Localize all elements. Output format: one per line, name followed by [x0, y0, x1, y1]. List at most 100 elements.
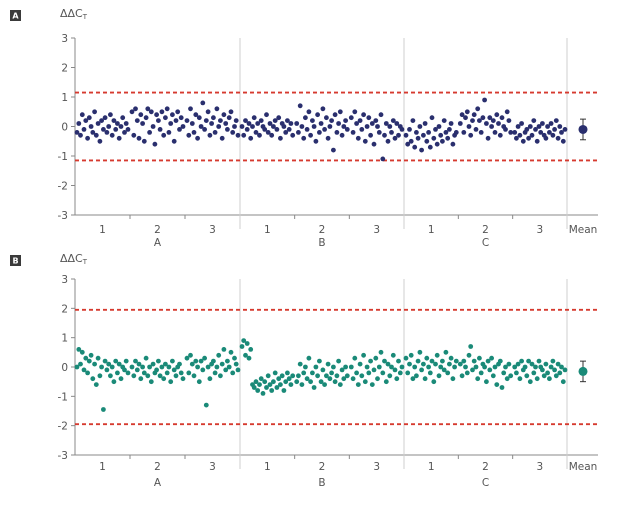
data-point [422, 121, 428, 126]
data-point [203, 118, 209, 123]
data-point [341, 124, 347, 129]
panel-b: B ΔΔCT -3 -2 -1 0 1 2 3 1 2 3 A 1 2 3 B 1 2 3 C Mean [10, 252, 598, 489]
data-point [133, 358, 138, 364]
data-point [235, 367, 241, 373]
data-point [166, 364, 172, 370]
data-point [389, 364, 394, 370]
data-point [223, 121, 229, 126]
data-point [450, 141, 456, 147]
data-point [243, 352, 248, 358]
data-point [484, 121, 489, 126]
data-point [281, 124, 287, 129]
data-point [331, 364, 336, 370]
data-point [471, 112, 477, 118]
data-point [189, 121, 195, 126]
y-tick-label: 0 [61, 362, 68, 374]
data-point [392, 367, 398, 373]
data-point [503, 364, 508, 370]
data-point [168, 121, 174, 126]
data-point [286, 126, 292, 132]
data-point [468, 344, 474, 349]
data-point [191, 130, 197, 135]
data-point [253, 379, 259, 385]
data-point [193, 112, 199, 118]
data-point [339, 132, 345, 138]
subgroup-label: 2 [154, 224, 161, 236]
data-point [487, 115, 493, 121]
data-point [76, 347, 82, 352]
data-point [380, 370, 386, 376]
data-point [262, 126, 268, 132]
data-point [111, 379, 117, 385]
data-point [198, 124, 204, 129]
y-tick-label: -1 [58, 151, 68, 163]
data-point [461, 358, 467, 364]
data-point [88, 352, 94, 358]
data-point [311, 385, 317, 390]
data-point [200, 367, 206, 373]
data-point [427, 370, 433, 376]
data-point [547, 376, 552, 382]
data-point [394, 121, 400, 126]
data-point [143, 355, 149, 361]
data-point [390, 352, 396, 358]
data-point [99, 118, 104, 123]
data-point [205, 364, 211, 370]
data-point [156, 358, 161, 364]
data-point [494, 382, 500, 387]
data-point [272, 370, 278, 376]
data-point [90, 130, 96, 135]
data-point [219, 135, 225, 141]
y-tick-label: 3 [61, 33, 68, 45]
data-point [281, 388, 287, 393]
subgroup-label: 3 [373, 224, 380, 236]
data-point [533, 126, 538, 132]
subgroup-label: 1 [99, 224, 106, 236]
data-point [120, 115, 126, 121]
data-point [426, 364, 431, 370]
data-point [560, 138, 566, 144]
data-point [541, 373, 547, 379]
data-point [497, 132, 503, 138]
data-point [200, 100, 206, 106]
y-tick-label: 3 [61, 274, 68, 286]
data-point [529, 361, 535, 367]
data-point [171, 367, 177, 373]
data-point [225, 126, 230, 132]
data-point [163, 115, 168, 121]
data-point [522, 364, 528, 370]
data-point [362, 379, 368, 385]
data-point [436, 124, 442, 129]
data-point [74, 364, 80, 370]
data-point [559, 364, 564, 370]
data-point [79, 349, 85, 355]
data-point [557, 124, 563, 129]
data-point [531, 118, 537, 123]
data-point [334, 373, 340, 379]
data-point [362, 138, 368, 144]
data-point [83, 355, 89, 361]
y-axis-label-subscript: T [82, 258, 88, 266]
data-point [248, 135, 254, 141]
data-point [125, 370, 131, 376]
data-point [324, 115, 329, 121]
data-point [457, 121, 463, 126]
data-point [334, 130, 340, 135]
data-point [341, 376, 347, 382]
data-point [545, 124, 550, 129]
data-point [235, 132, 241, 138]
y-tick-label: -2 [58, 421, 68, 433]
data-point [163, 361, 168, 367]
data-point [383, 121, 389, 126]
data-point [317, 358, 322, 364]
data-point [527, 379, 533, 385]
data-point [352, 109, 358, 115]
data-point [508, 373, 514, 379]
data-point [325, 361, 331, 367]
data-point [241, 338, 247, 343]
data-point [473, 126, 479, 132]
data-point [150, 124, 156, 129]
subgroup-label: 3 [536, 461, 543, 473]
data-point [203, 402, 209, 408]
